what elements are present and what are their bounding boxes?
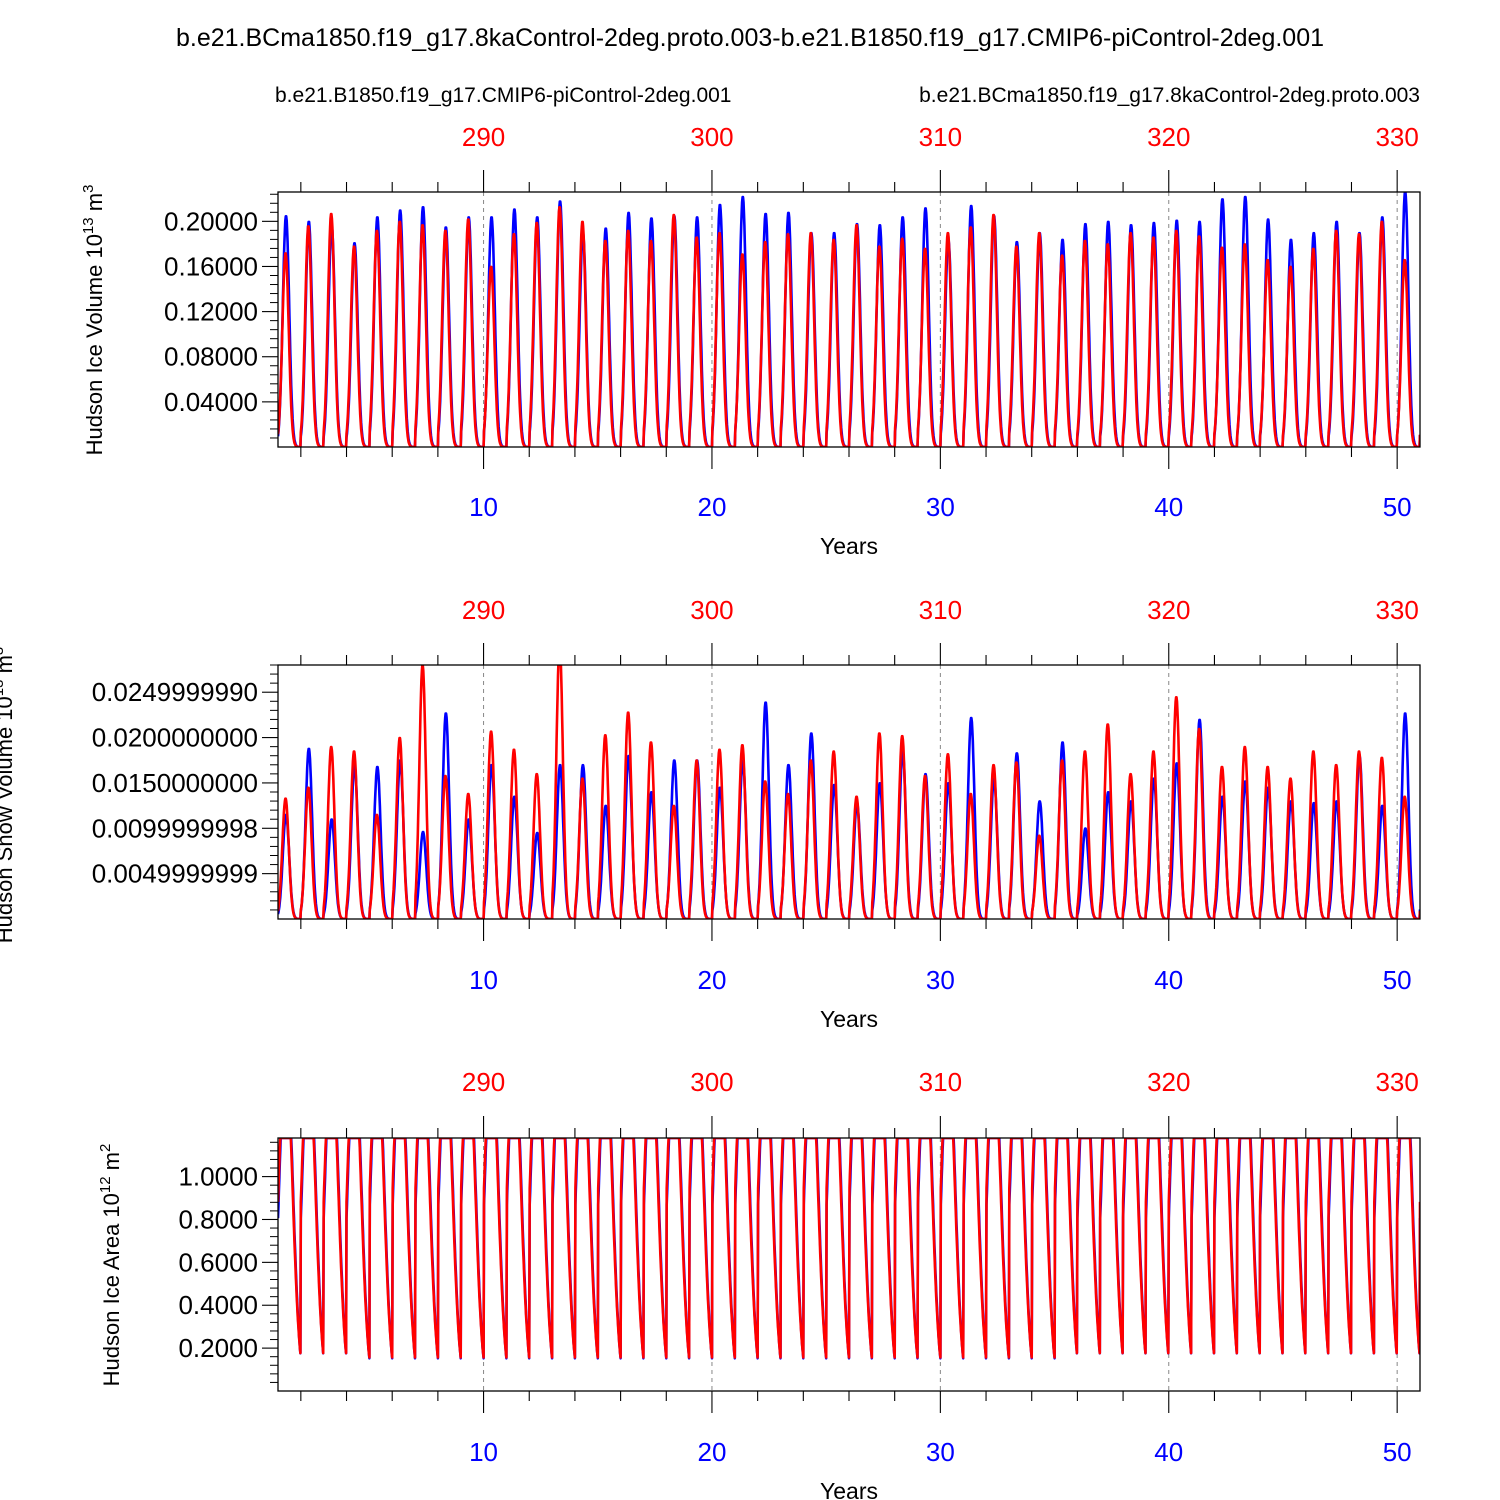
x-top-tick-label: 310 <box>919 122 962 152</box>
chart-title: b.e21.BCma1850.f19_g17.8kaControl-2deg.p… <box>176 24 1324 52</box>
y-axis-label: Hudson Ice Area 1012 m2 <box>97 1144 124 1387</box>
x-bottom-tick-label: 20 <box>697 492 726 522</box>
series-lines <box>278 1138 1420 1360</box>
series-line-b <box>278 1138 1420 1359</box>
y-tick-label: 0.16000 <box>164 251 258 281</box>
x-top-tick-label: 320 <box>1147 1067 1190 1097</box>
x-bottom-tick-label: 20 <box>697 1437 726 1467</box>
x-bottom-tick-label: 30 <box>926 965 955 995</box>
y-tick-label: 0.20000 <box>164 206 258 236</box>
y-tick-label: 0.4000 <box>178 1290 258 1320</box>
x-bottom-tick-label: 30 <box>926 492 955 522</box>
y-tick-label: 0.0049999999 <box>92 859 258 889</box>
legend-series-a: b.e21.BCma1850.f19_g17.8kaControl-2deg.p… <box>919 84 1420 107</box>
y-tick-label: 0.08000 <box>164 342 258 372</box>
x-bottom-tick-label: 50 <box>1383 1437 1412 1467</box>
panel-snow-volume: 0.0049999999 0.0099999998 0.0150000000 0.02… <box>0 595 1421 1032</box>
x-top-tick-label: 320 <box>1147 595 1190 625</box>
y-tick-label: 0.2000 <box>178 1333 258 1363</box>
x-top-tick-label: 320 <box>1147 122 1190 152</box>
y-axis-label: Hudson Snow Volume 1013 m3 <box>0 647 17 944</box>
y-tick-label: 0.0150000000 <box>92 768 258 798</box>
y-tick-label: 0.12000 <box>164 297 258 327</box>
x-bottom-tick-label: 50 <box>1383 965 1412 995</box>
y-tick-label: 0.6000 <box>178 1247 258 1277</box>
y-axis-label: Hudson Ice Volume 1013 m3 <box>80 185 107 456</box>
x-top-tick-label: 290 <box>462 122 505 152</box>
series-lines <box>278 665 1420 919</box>
x-top-tick-label: 330 <box>1375 595 1418 625</box>
y-tick-label: 0.0099999998 <box>92 813 258 843</box>
x-top-tick-label: 290 <box>462 1067 505 1097</box>
series-line-b <box>278 665 1420 919</box>
panel-ice-volume: 0.04000 0.08000 0.12000 0.16000 0.20000 10 20 3… <box>80 122 1421 559</box>
y-tick-label: 1.0000 <box>178 1162 258 1192</box>
x-top-tick-label: 330 <box>1375 122 1418 152</box>
series-lines <box>278 192 1420 447</box>
legend-series-b: b.e21.B1850.f19_g17.CMIP6-piControl-2deg… <box>275 84 731 107</box>
x-top-tick-label: 330 <box>1375 1067 1418 1097</box>
x-bottom-tick-label: 20 <box>697 965 726 995</box>
x-bottom-tick-label: 40 <box>1154 965 1183 995</box>
x-bottom-tick-label: 10 <box>469 492 498 522</box>
panel-ice-area: 0.2000 0.4000 0.6000 0.8000 1.0000 10 20 30 40 50… <box>97 1067 1421 1500</box>
x-top-tick-label: 300 <box>690 1067 733 1097</box>
x-bottom-tick-label: 30 <box>926 1437 955 1467</box>
y-tick-label: 0.0200000000 <box>92 723 258 753</box>
x-top-tick-label: 300 <box>690 122 733 152</box>
x-bottom-tick-label: 50 <box>1383 492 1412 522</box>
x-top-tick-label: 310 <box>919 595 962 625</box>
x-bottom-tick-label: 10 <box>469 965 498 995</box>
x-bottom-tick-label: 40 <box>1154 492 1183 522</box>
x-axis-label: Years <box>820 1006 878 1032</box>
y-tick-label: 0.8000 <box>178 1204 258 1234</box>
y-tick-label: 0.04000 <box>164 387 258 417</box>
x-bottom-tick-label: 10 <box>469 1437 498 1467</box>
x-bottom-tick-label: 40 <box>1154 1437 1183 1467</box>
y-tick-label: 0.0249999990 <box>92 677 258 707</box>
x-axis-label: Years <box>820 1478 878 1500</box>
x-top-tick-label: 310 <box>919 1067 962 1097</box>
series-line-b <box>278 206 1420 447</box>
x-axis-label: Years <box>820 533 878 559</box>
x-top-tick-label: 290 <box>462 595 505 625</box>
x-top-tick-label: 300 <box>690 595 733 625</box>
